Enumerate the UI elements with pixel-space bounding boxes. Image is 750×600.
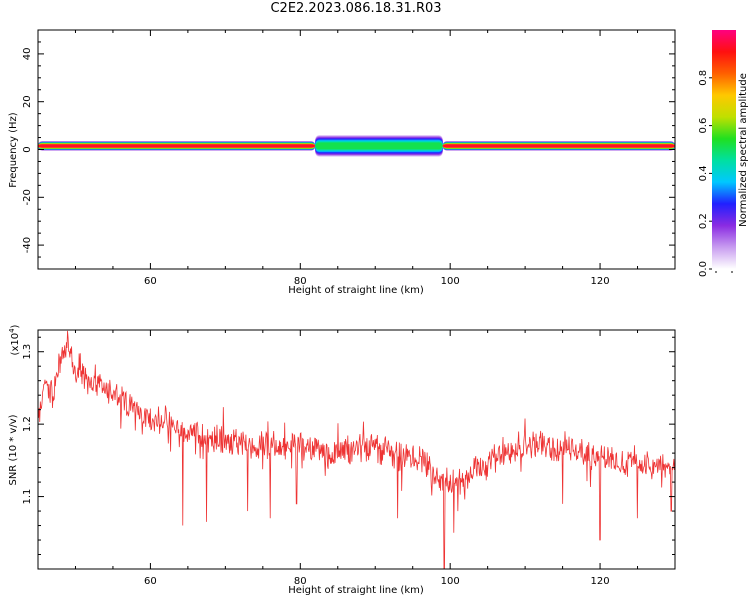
spectral-band-layer <box>38 144 316 148</box>
y-tick-label: 40 <box>22 48 33 61</box>
y-tick-label: 1.1 <box>22 489 33 505</box>
figure-title: C2E2.2023.086.18.31.R03 <box>270 1 442 16</box>
spectral-band-layer <box>315 142 443 150</box>
colorbar-tick-label: 0.6 <box>698 118 709 134</box>
x-tick-label: 80 <box>294 276 307 287</box>
spectrogram-x-axis-label: Height of straight line (km) <box>288 285 424 296</box>
colorbar-tick-label: 0.4 <box>698 165 709 181</box>
snr-multiplier-exponent: 4 <box>8 328 16 333</box>
snr-multiplier-base: (x10 <box>10 333 21 356</box>
spectrogram-y-axis-label: Frequency (Hz) <box>8 112 19 188</box>
y-tick-label: 0 <box>22 146 33 152</box>
x-tick-label: 60 <box>144 276 157 287</box>
y-tick-label: 1.3 <box>22 344 33 360</box>
colorbar-tick-label: 0.2 <box>698 213 709 229</box>
y-tick-label: 20 <box>22 95 33 108</box>
svg-text:(x104): (x104) <box>8 324 21 355</box>
x-tick-label: 120 <box>591 576 610 587</box>
snr-panel: 60 80 100 120 1.1 1.2 1.3 Height of straight l… <box>8 324 676 596</box>
colorbar-ticks: 0.0 0.2 0.4 0.6 0.8 <box>698 70 733 277</box>
snr-multiplier: (x104) <box>8 324 21 355</box>
snr-frame <box>37 329 676 570</box>
snr-y-axis-label: SNR (10 * v/v) <box>8 414 19 485</box>
x-tick-label: 60 <box>144 576 157 587</box>
colorbar-gradient <box>712 30 736 269</box>
x-tick-label: 120 <box>591 276 610 287</box>
spectrogram-ticks: 60 80 100 120 -40 -20 0 20 40 <box>22 30 676 287</box>
spectral-band <box>38 135 675 157</box>
x-tick-label: 100 <box>441 576 460 587</box>
y-tick-label: -20 <box>22 189 33 205</box>
y-tick-label: -40 <box>22 237 33 253</box>
x-tick-label: 100 <box>441 276 460 287</box>
spectrogram-panel: 60 80 100 120 -40 -20 0 20 40 Height of straight… <box>8 29 676 296</box>
snr-ticks: 60 80 100 120 1.1 1.2 1.3 <box>22 330 676 587</box>
y-tick-label: 1.2 <box>22 416 33 432</box>
colorbar: 0.0 0.2 0.4 0.6 0.8 Normalized spectral ampl… <box>698 30 749 277</box>
colorbar-tick-label: 0.8 <box>698 70 709 86</box>
colorbar-label: Normalized spectral amplitude <box>738 73 749 227</box>
x-tick-label: 80 <box>294 576 307 587</box>
spectral-band-layer <box>442 144 675 148</box>
colorbar-tick-label: 0.0 <box>698 261 709 277</box>
snr-x-axis-label: Height of straight line (km) <box>288 585 424 596</box>
snr-series-line <box>37 330 676 570</box>
